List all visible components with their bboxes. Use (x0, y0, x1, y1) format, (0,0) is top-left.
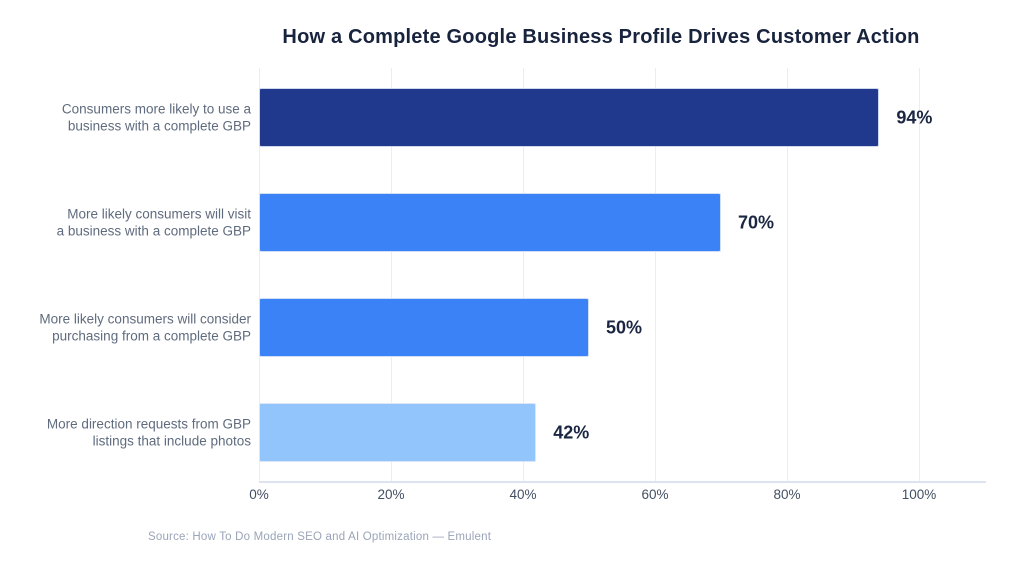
category-label: More likely consumers will visit a busin… (56, 206, 251, 239)
bar (259, 193, 721, 252)
bar (259, 298, 589, 357)
gridline (655, 68, 656, 481)
x-tick-label: 80% (773, 487, 801, 502)
x-axis: 0% 20% 40% 60% 80% 100% (249, 487, 986, 507)
gridline (391, 68, 392, 481)
chart-title: How a Complete Google Business Profile D… (282, 26, 920, 48)
value-label: 42% (553, 422, 590, 442)
category-label: More direction requests from GBP listing… (46, 416, 251, 449)
x-tick-label: 0% (249, 487, 269, 502)
gridline (787, 68, 788, 481)
gridline (259, 68, 260, 481)
value-label: 94% (896, 107, 933, 127)
x-tick-label: 60% (641, 487, 669, 502)
value-label: 50% (606, 317, 643, 337)
gridline (523, 68, 524, 481)
category-label: Consumers more likely to use a business … (61, 101, 251, 134)
source-note: Source: How To Do Modern SEO and AI Opti… (148, 531, 492, 543)
value-label: 70% (738, 212, 775, 232)
x-tick-label: 20% (377, 487, 405, 502)
bar (259, 88, 880, 147)
bar (259, 403, 537, 462)
x-tick-label: 100% (901, 487, 937, 502)
category-label: More likely consumers will consider purc… (39, 311, 251, 344)
category-labels: Consumers more likely to use a business … (0, 68, 251, 481)
gridline (919, 68, 920, 481)
x-tick-label: 40% (509, 487, 537, 502)
plot-area: 94% 70% 50% 42% (259, 68, 986, 483)
